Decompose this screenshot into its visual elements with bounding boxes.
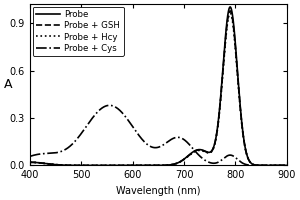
Probe + Hcy [278,164,281,167]
Probe [228,6,232,8]
Probe + GSH [278,164,281,167]
Probe + GSH [146,164,150,167]
Probe + Cys [230,154,234,157]
Probe + Hcy [146,164,150,167]
Probe + GSH [230,16,234,18]
Line: Probe + Cys: Probe + Cys [30,105,286,165]
Probe + GSH [228,10,232,12]
Probe + Cys [28,155,32,158]
Legend: Probe, Probe + GSH, Probe + Hcy, Probe + Cys: Probe, Probe + GSH, Probe + Hcy, Probe +… [32,7,124,56]
Line: Probe + GSH: Probe + GSH [30,11,286,165]
Probe + Hcy [153,164,157,167]
Probe + Hcy [285,164,288,167]
Probe + Cys [41,152,45,155]
Probe + Cys [108,104,111,107]
Probe + Hcy [41,162,45,164]
Probe + GSH [285,164,288,167]
Probe + Cys [278,164,281,167]
Probe + Hcy [228,12,232,14]
Probe [41,162,45,164]
Y-axis label: A: A [4,78,13,91]
Probe [278,164,281,167]
Probe [285,164,288,167]
Probe + Hcy [278,164,281,167]
Probe + Cys [285,164,288,167]
Probe [28,161,32,163]
Probe [230,12,234,14]
Probe [153,164,157,167]
Probe + Hcy [28,161,32,163]
Probe [278,164,281,167]
Probe + GSH [41,162,45,164]
Probe + Cys [146,144,150,146]
Probe + Hcy [230,18,234,21]
Line: Probe + Hcy: Probe + Hcy [30,13,286,165]
Probe + Cys [278,164,281,167]
Probe + GSH [28,161,32,163]
Probe + Cys [153,146,157,149]
X-axis label: Wavelength (nm): Wavelength (nm) [116,186,200,196]
Probe + GSH [153,164,157,167]
Line: Probe: Probe [30,7,286,165]
Probe + GSH [278,164,281,167]
Probe [146,164,150,167]
